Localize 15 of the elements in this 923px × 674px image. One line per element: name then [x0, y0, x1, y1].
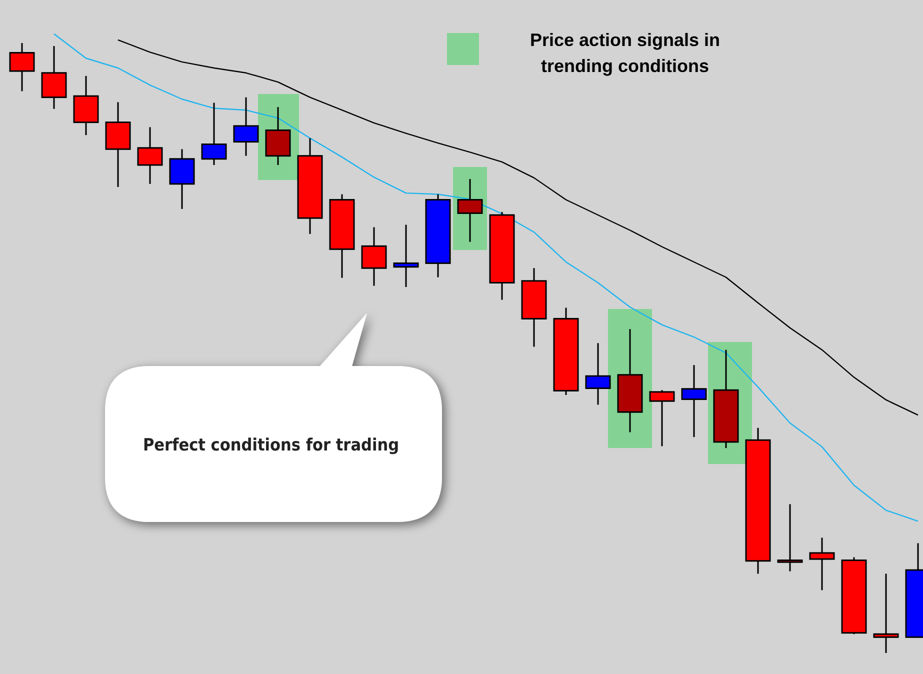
candlestick [585, 342, 611, 406]
candlestick [777, 503, 803, 572]
annotation: Perfect conditions for trading [142, 436, 400, 456]
candlestick [873, 572, 899, 654]
candlestick [9, 42, 35, 92]
candlestick [361, 226, 387, 287]
candlestick [233, 96, 259, 157]
candlestick [681, 364, 707, 438]
annotation: Price action signals in trending conditions [530, 30, 720, 76]
candlestick [649, 389, 675, 447]
candlestick [201, 102, 227, 166]
candlestick [393, 224, 419, 288]
candlestick [809, 536, 835, 591]
candlestick [137, 126, 163, 185]
candlestick [457, 178, 483, 243]
